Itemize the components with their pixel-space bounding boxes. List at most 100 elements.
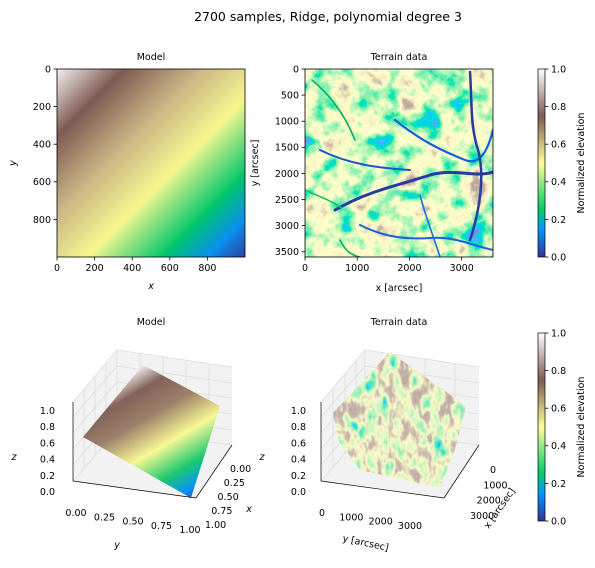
colorbar-tick-label: 0.8 (551, 366, 566, 377)
model-3d-title: Model (137, 317, 166, 328)
terrain-3d-ylabel: y [arcsec] (341, 533, 389, 553)
z-tick-label: 0.8 (40, 422, 55, 433)
colorbar-top-ticks: 0.0 0.2 0.4 0.6 0.8 1.0 (545, 64, 566, 263)
y-tick-label: 2000 (369, 517, 393, 528)
y-tick-label: 2500 (275, 195, 299, 206)
x-tick-label: 3000 (470, 511, 494, 522)
y-tick-label: 0.00 (65, 508, 86, 519)
y-tick-label: 0.25 (94, 512, 115, 523)
colorbar-tick-label: 0.0 (551, 252, 566, 263)
terrain-3d-zticks: 0.0 0.2 0.4 0.6 0.8 1.0 (291, 406, 306, 498)
z-tick-label: 0.0 (291, 487, 306, 498)
z-tick-label: 0.4 (40, 455, 55, 466)
model-heatmap-yticks: 0 200 400 600 800 (33, 64, 57, 226)
x-tick-label: 0 (54, 263, 60, 274)
colorbar-bottom-bar (537, 332, 546, 522)
z-tick-label: 1.0 (291, 406, 306, 417)
y-tick-label: 400 (33, 140, 51, 151)
x-tick-label: 1000 (345, 263, 369, 274)
terrain-3d-yticks: 0 1000 2000 3000 (319, 508, 422, 532)
model-heatmap-image (57, 69, 245, 257)
model-3d-zlabel: z (11, 452, 18, 463)
x-tick-label: 800 (198, 263, 216, 274)
y-tick-label: 0 (293, 64, 299, 75)
terrain-3d-xlabel: x [arcsec] (482, 486, 518, 531)
y-tick-label: 0.75 (151, 521, 172, 532)
z-tick-label: 1.0 (40, 406, 55, 417)
colorbar-tick-label: 0.6 (551, 140, 566, 151)
model-heatmap-title: Model (137, 52, 166, 63)
model-3d-ylabel: y (113, 540, 120, 551)
terrain-heatmap-yticks: 0 500 1000 1500 2000 2500 3000 3500 (275, 64, 305, 258)
colorbar-tick-label: 0.8 (551, 102, 566, 113)
y-tick-label: 3000 (275, 221, 299, 232)
y-tick-label: 0.50 (122, 517, 143, 528)
model-heatmap-xticks: 0 200 400 600 800 (54, 257, 216, 274)
x-tick-label: 0 (302, 263, 308, 274)
y-tick-label: 1000 (339, 512, 363, 523)
x-tick-label: 600 (161, 263, 179, 274)
y-tick-label: 500 (281, 91, 299, 102)
model-3d-surface (83, 365, 220, 498)
y-tick-label: 0 (319, 508, 325, 519)
y-tick-label: 1.00 (179, 525, 200, 536)
model-3d-xlabel: x (245, 504, 252, 515)
colorbar-bottom-ticks: 0.0 0.2 0.4 0.6 0.8 1.0 (545, 328, 566, 527)
y-tick-label: 1000 (275, 117, 299, 128)
z-tick-label: 0.0 (40, 487, 55, 498)
y-tick-label: 3500 (275, 247, 299, 258)
colorbar-tick-label: 1.0 (551, 328, 566, 339)
x-tick-label: 0.50 (218, 492, 239, 503)
terrain-heatmap-ylabel: y [arcsec] (250, 140, 261, 187)
colorbar-tick-label: 0.4 (551, 441, 566, 452)
z-tick-label: 0.4 (291, 455, 306, 466)
y-tick-label: 2000 (275, 169, 299, 180)
colorbar-tick-label: 0.2 (551, 215, 566, 226)
colorbar-tick-label: 0.2 (551, 479, 566, 490)
terrain-3d-axes (320, 402, 480, 499)
colorbar-top-label: Normalized elevation (576, 113, 587, 214)
panel-model-heatmap: Model 0 200 400 600 800 0 200 400 600 800 x y (8, 52, 246, 292)
x-tick-label: 1.00 (205, 520, 226, 531)
x-tick-label: 1000 (483, 480, 507, 491)
colorbar-tick-label: 0.6 (551, 404, 566, 415)
y-tick-label: 3000 (398, 521, 422, 532)
colorbar-tick-label: 0.0 (551, 516, 566, 527)
x-tick-label: 200 (86, 263, 104, 274)
terrain-heatmap-frame (304, 68, 494, 258)
colorbar-top: 0.0 0.2 0.4 0.6 0.8 1.0 Normalized elevation (537, 64, 587, 263)
panel-model-3d: Model (11, 317, 266, 551)
z-tick-label: 0.6 (40, 438, 55, 449)
colorbar-bottom-label: Normalized elevation (576, 377, 587, 478)
model-heatmap-xlabel: x (147, 281, 154, 292)
model-heatmap-frame (56, 68, 246, 258)
colorbar-top-bar (537, 68, 546, 258)
z-tick-label: 0.6 (291, 438, 306, 449)
x-tick-label: 0 (490, 465, 496, 476)
model-3d-yticks: 0.00 0.25 0.50 0.75 1.00 (65, 508, 200, 536)
colorbar-tick-label: 1.0 (551, 64, 566, 75)
panel-terrain-3d: Terrain data (291, 317, 518, 554)
z-tick-label: 0.8 (291, 422, 306, 433)
terrain-rivers (305, 70, 493, 257)
y-tick-label: 800 (33, 215, 51, 226)
x-tick-label: 2000 (477, 496, 501, 507)
y-tick-label: 600 (33, 177, 51, 188)
terrain-heatmap-title: Terrain data (370, 52, 428, 63)
colorbar-bottom: 0.0 0.2 0.4 0.6 0.8 1.0 Normalized elevation (537, 328, 587, 527)
terrain-heatmap-image (305, 69, 493, 257)
x-tick-label: 0.25 (224, 478, 245, 489)
x-tick-label: 3000 (450, 263, 474, 274)
x-tick-label: 0.00 (230, 464, 251, 475)
terrain-3d-xticks: 0 1000 2000 3000 (470, 465, 508, 522)
model-3d-zlabel-right: z (259, 452, 266, 463)
model-3d-zticks: 0.0 0.2 0.4 0.6 0.8 1.0 (40, 406, 55, 498)
x-tick-label: 0.75 (211, 506, 232, 517)
colorbar-tick-label: 0.4 (551, 177, 566, 188)
panel-terrain-heatmap: Terrain data 0 1000 2000 3000 0 500 1000 1500 2… (250, 52, 494, 294)
z-tick-label: 0.2 (40, 471, 55, 482)
x-tick-label: 400 (123, 263, 141, 274)
terrain-heatmap-xticks: 0 1000 2000 3000 (302, 257, 474, 274)
y-tick-label: 200 (33, 102, 51, 113)
